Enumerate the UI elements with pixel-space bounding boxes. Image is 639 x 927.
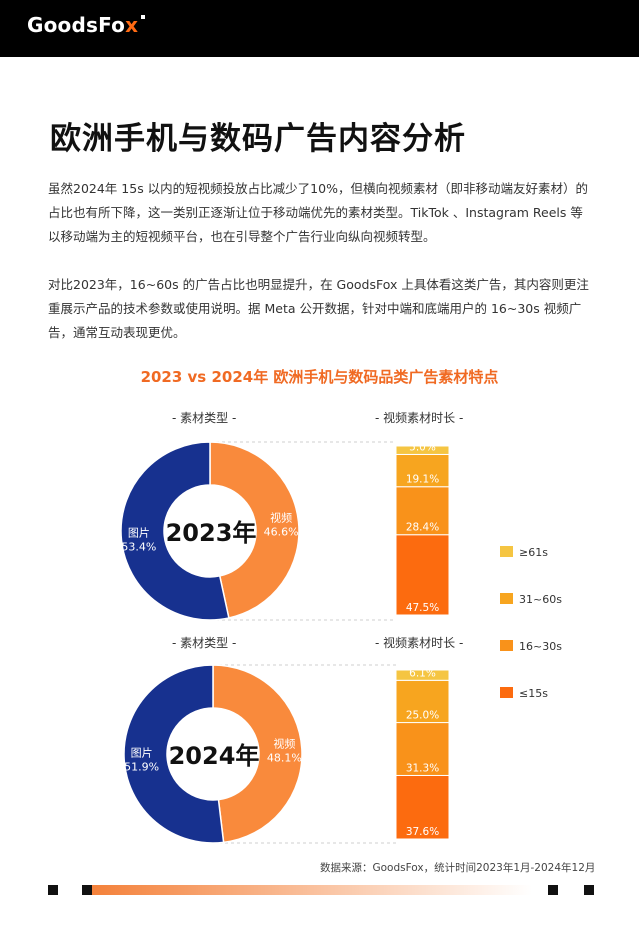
bar-label-2023-≤15s: 47.5% [406,602,439,614]
goodsfox-logo[interactable]: GoodsFox [27,13,146,37]
footer-square-left [48,885,58,895]
bar-label-2024-≥61s: 6.1% [409,667,436,679]
footer-square-2 [82,885,92,895]
bar-segment-2024-31~60s [395,679,450,724]
donut-slice-image-2024 [123,664,225,844]
top-bar: GoodsFox [0,0,639,57]
bar-label-2024-≤15s: 37.6% [406,826,439,838]
bar-segment-2024-≥61s [395,669,450,681]
slice-name-2023-0: 视频 [270,510,292,524]
legend-label-31~60s: 31~60s [519,593,562,606]
bar-segment-2023-31~60s [395,453,450,488]
year-label-2024: 2024年 [169,742,260,770]
donut-slice-video-2023 [209,441,300,619]
paragraph-1: 虽然2024年 15s 以内的短视频投放占比减少了10%，但横向视频素材（即非移… [48,181,588,244]
subtitle-type-2023: - 素材类型 - [172,411,237,425]
bar-label-2023-31~60s: 19.1% [406,474,439,486]
chart-title: 2023 vs 2024年 欧洲手机与数码品类广告素材特点 [140,368,499,386]
slice-value-2023-0: 46.6% [264,525,299,538]
footer-square-right [584,885,594,895]
slice-value-2024-0: 48.1% [267,752,302,765]
legend-label-≥61s: ≥61s [519,546,548,559]
footer-gradient-bar [92,885,532,895]
slice-name-2024-0: 视频 [273,737,295,751]
slice-value-2023-1: 53.4% [121,541,156,554]
legend-label-≤15s: ≤15s [519,687,548,700]
bar-label-2023-≥61s: 5.0% [409,441,436,453]
subtitle-duration-2023: - 视频素材时长 - [375,411,464,425]
footer-square-3 [548,885,558,895]
bar-segment-2024-≤15s [395,774,450,840]
data-source: 数据来源：GoodsFox，统计时间2023年1月-2024年12月 [320,862,596,874]
year-label-2023: 2023年 [166,519,257,547]
bar-segment-2023-≥61s [395,445,450,455]
bar-segment-2023-≤15s [395,534,450,616]
bar-label-2023-16~30s: 28.4% [406,522,439,534]
logo-x: x [125,13,139,37]
slice-name-2024-1: 图片 [131,746,153,759]
legend-swatch-16~30s [500,640,513,651]
bar-label-2024-16~30s: 31.3% [406,762,439,774]
donut-slice-image-2023 [120,441,230,621]
legend-swatch-31~60s [500,593,513,604]
legend-swatch-≤15s [500,687,513,698]
slice-value-2024-1: 51.9% [124,760,159,773]
logo-mark [141,15,146,19]
legend-swatch-≥61s [500,546,513,557]
bar-label-2024-31~60s: 25.0% [406,710,439,722]
legend-label-16~30s: 16~30s [519,640,562,653]
page-title: 欧洲手机与数码广告内容分析 [50,121,466,157]
logo-text: GoodsFo [27,13,126,37]
subtitle-duration-2024: - 视频素材时长 - [375,636,464,650]
slice-name-2023-1: 图片 [128,527,150,540]
subtitle-type-2024: - 素材类型 - [172,636,237,650]
donut-slice-video-2024 [212,664,303,844]
paragraph-2: 对比2023年，16~60s 的广告占比也明显提升，在 GoodsFox 上具体… [48,277,589,340]
